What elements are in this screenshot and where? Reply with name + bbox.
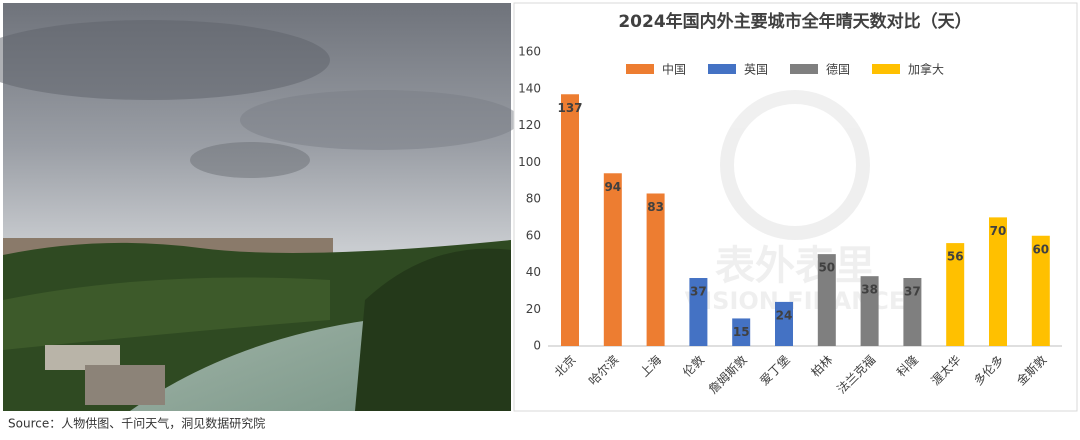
- bar: [603, 173, 622, 346]
- legend-swatch: [790, 64, 818, 74]
- bar: [860, 276, 879, 346]
- y-tick-label: 120: [518, 118, 541, 132]
- legend-label: 德国: [826, 62, 850, 77]
- bar: [989, 217, 1007, 346]
- y-tick-label: 60: [526, 228, 541, 242]
- data-label: 38: [861, 283, 878, 297]
- data-label: 56: [947, 250, 964, 264]
- data-label: 24: [776, 308, 793, 322]
- y-tick-label: 140: [518, 81, 541, 95]
- photo: [0, 3, 520, 411]
- bar: [775, 301, 793, 346]
- data-label: 15: [733, 325, 750, 339]
- data-label: 94: [604, 180, 621, 194]
- data-label: 60: [1032, 242, 1049, 256]
- y-tick-label: 40: [526, 265, 541, 279]
- y-tick-label: 100: [518, 155, 541, 169]
- bar: [946, 243, 965, 346]
- legend-label: 加拿大: [908, 62, 944, 77]
- data-label: 37: [690, 285, 707, 299]
- bar: [817, 254, 836, 346]
- source: Source：人物供图、千问天气，洞见数据研究院: [8, 416, 265, 431]
- chart-title: 2024年国内外主要城市全年晴天数对比（天）: [618, 11, 971, 32]
- y-tick-label: 160: [518, 45, 541, 59]
- legend-swatch: [872, 64, 900, 74]
- bar: [903, 278, 922, 346]
- data-label: 137: [557, 101, 582, 115]
- data-label: 83: [647, 200, 664, 214]
- bar: [732, 318, 751, 346]
- y-tick-label: 80: [526, 192, 541, 206]
- legend-swatch: [708, 64, 736, 74]
- legend-swatch: [626, 64, 654, 74]
- bar: [646, 193, 665, 346]
- watermark-brand: 表外表里: [715, 243, 875, 289]
- legend-label: 中国: [662, 62, 686, 77]
- y-tick-label: 20: [526, 302, 541, 316]
- data-label: 70: [990, 224, 1007, 238]
- y-tick-label: 0: [533, 339, 541, 353]
- data-label: 37: [904, 285, 921, 299]
- bar: [1031, 235, 1050, 346]
- bar: [689, 278, 708, 346]
- data-label: 50: [818, 261, 835, 275]
- bar: [561, 94, 579, 346]
- legend-label: 英国: [744, 63, 768, 77]
